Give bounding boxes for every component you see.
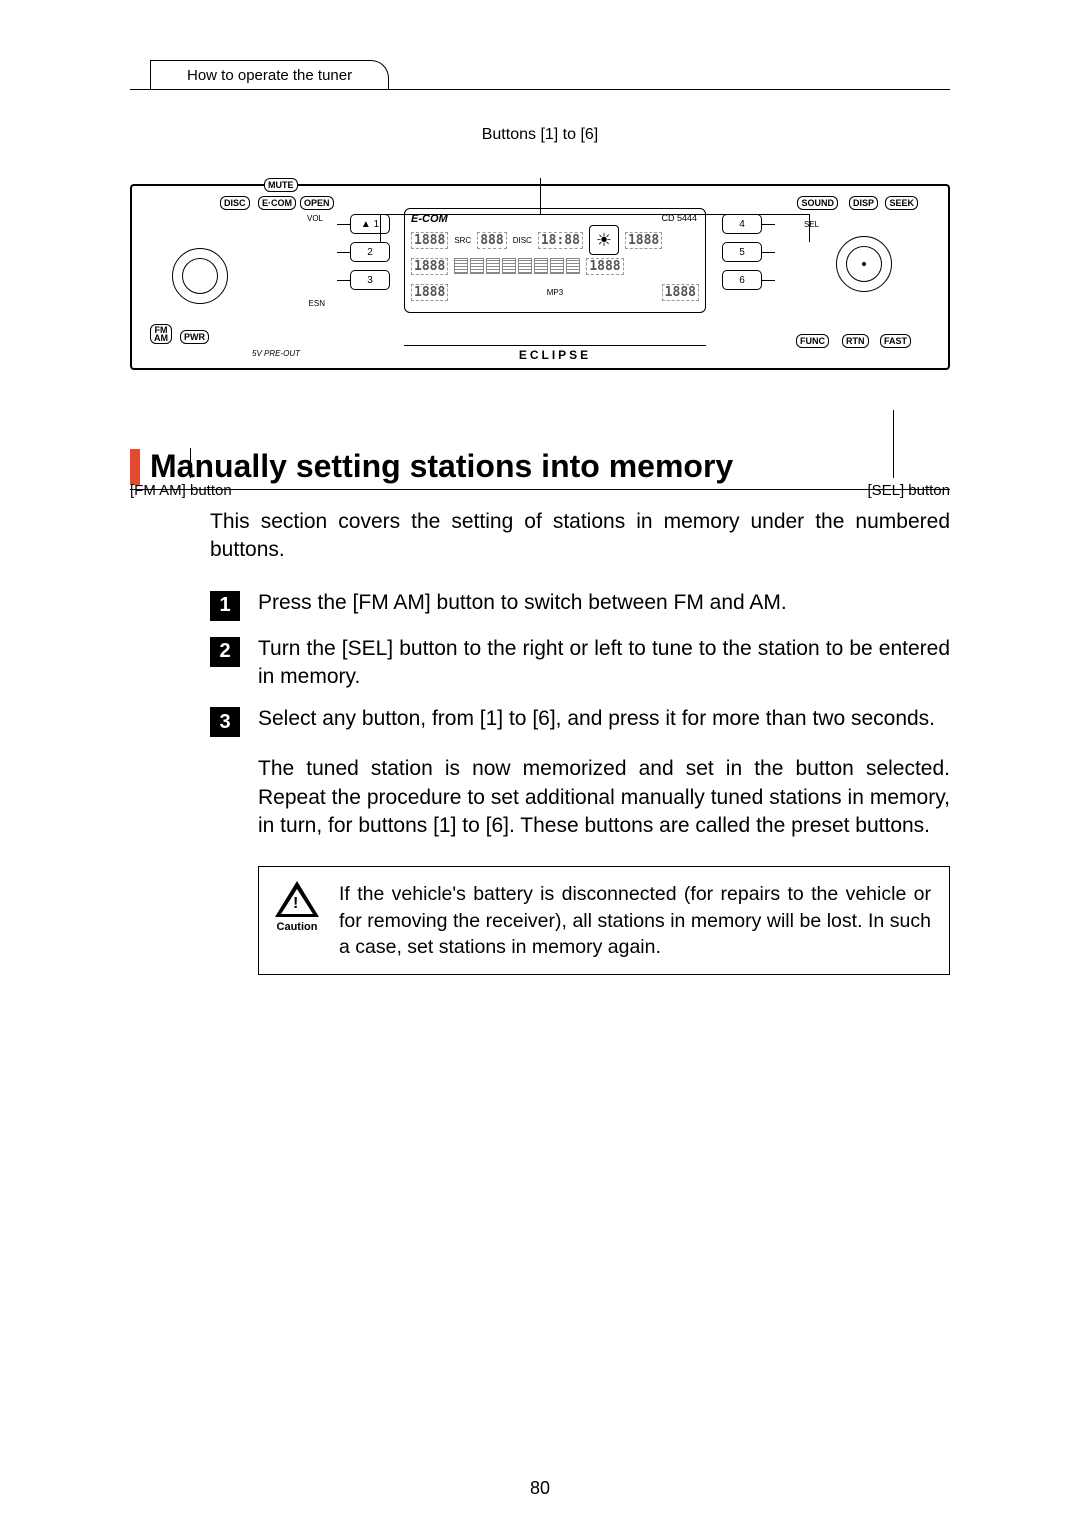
preset-column-left: ▲ 1 2 3 <box>350 214 390 298</box>
seg: 1888 <box>411 258 448 275</box>
section-title-text: Manually setting stations into memory <box>150 448 733 485</box>
callout-line <box>540 178 541 214</box>
sel-dial <box>836 236 892 292</box>
seg: 1888 <box>411 284 448 301</box>
caution-box: ! Caution If the vehicle's battery is di… <box>258 866 950 975</box>
result-text: The tuned station is now memorized and s… <box>258 755 950 840</box>
section-heading: Manually setting stations into memory <box>130 448 950 490</box>
radio-diagram: MUTE DISC E·COM OPEN SOUND DISP SEEK VOL… <box>130 184 950 370</box>
preset-4: 4 <box>722 214 762 234</box>
preout-label: 5V PRE-OUT <box>252 349 300 358</box>
sel-label-small: SEL <box>804 220 819 229</box>
sun-icon: ☀ <box>589 225 619 255</box>
step-1: 1 Press the [FM AM] button to switch bet… <box>210 589 950 621</box>
callout-line <box>893 410 894 478</box>
seg: 1888 <box>625 232 662 249</box>
preset-6: 6 <box>722 270 762 290</box>
mp3-label: MP3 <box>547 288 563 297</box>
sel-callout: [SEL] button <box>867 482 950 499</box>
fm-am-callout: [FM AM] button <box>130 482 232 499</box>
eclipse-brand: ECLIPSE <box>404 345 706 362</box>
caution-label: Caution <box>273 921 321 933</box>
vol-label: VOL <box>307 214 323 223</box>
volume-dial <box>172 248 228 304</box>
callout-line <box>809 214 810 242</box>
lcd-display: E-COM CD 5444 1888 SRC 888 DISC 18:88 ☀ … <box>404 208 706 313</box>
spectrum-icon <box>454 258 580 274</box>
caution-text: If the vehicle's battery is disconnected… <box>339 881 931 960</box>
step-number: 1 <box>210 591 240 621</box>
step-text: Press the [FM AM] button to switch betwe… <box>258 589 950 621</box>
seg: 1888 <box>586 258 623 275</box>
preset-2: 2 <box>350 242 390 262</box>
step-text: Select any button, from [1] to [6], and … <box>258 705 950 737</box>
step-number: 2 <box>210 637 240 667</box>
left-controls: VOL ESN FM AM PWR <box>156 208 331 344</box>
src-label: SRC <box>454 236 471 245</box>
func-button: FUNC <box>796 334 829 348</box>
caution-icon: ! Caution <box>273 881 321 933</box>
buttons-1-6-label: Buttons [1] to [6] <box>130 126 950 144</box>
callout-line <box>380 214 381 242</box>
right-controls: SEL FUNC RTN FAST <box>800 202 930 350</box>
preset-5: 5 <box>722 242 762 262</box>
callout-line <box>190 448 191 478</box>
seg-time: 18:88 <box>538 232 583 249</box>
seg: 1888 <box>662 284 699 301</box>
fast-button: FAST <box>880 334 911 348</box>
preset-1: ▲ 1 <box>350 214 390 234</box>
callout-line <box>380 214 810 215</box>
seg: 1888 <box>411 232 448 249</box>
accent-bar <box>130 449 140 485</box>
mute-button: MUTE <box>264 178 298 192</box>
preset-column-right: 4 5 6 <box>722 214 762 298</box>
pwr-button: PWR <box>180 330 209 344</box>
page-number: 80 <box>0 1478 1080 1499</box>
breadcrumb-tab: How to operate the tuner <box>150 60 389 90</box>
fm-am-button: FM AM <box>150 324 172 344</box>
step-number: 3 <box>210 707 240 737</box>
preset-3: 3 <box>350 270 390 290</box>
esn-label: ESN <box>309 299 325 308</box>
seg: 888 <box>477 232 506 249</box>
intro-text: This section covers the setting of stati… <box>210 508 950 565</box>
rtn-button: RTN <box>842 334 869 348</box>
step-2: 2 Turn the [SEL] button to the right or … <box>210 635 950 692</box>
step-3: 3 Select any button, from [1] to [6], an… <box>210 705 950 737</box>
disc-label: DISC <box>513 236 532 245</box>
step-text: Turn the [SEL] button to the right or le… <box>258 635 950 692</box>
